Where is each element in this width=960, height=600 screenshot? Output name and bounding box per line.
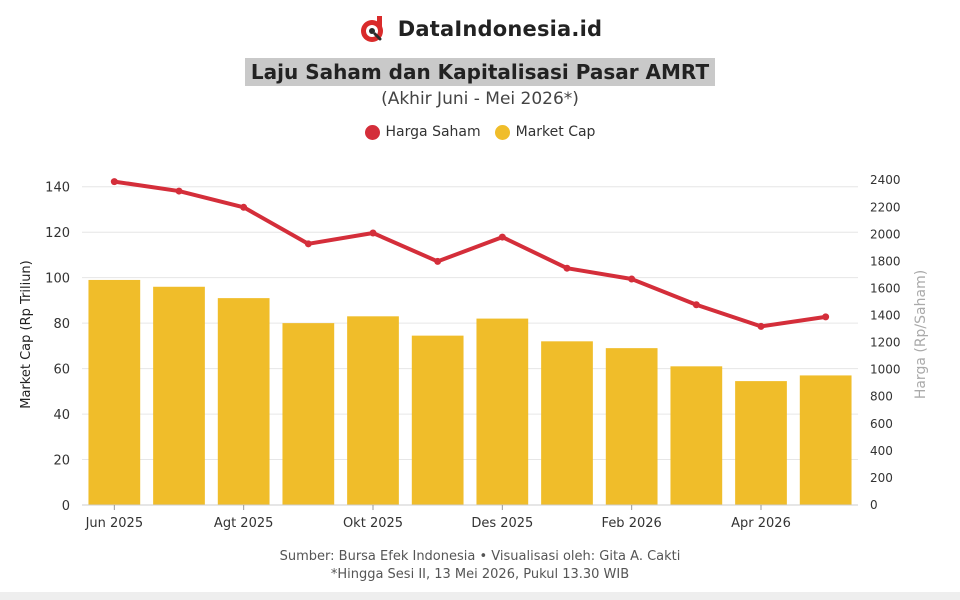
bar <box>541 341 593 505</box>
y-tick-label-left: 20 <box>53 454 70 469</box>
y-tick-label-right: 2000 <box>870 227 901 241</box>
x-tick-label: Agt 2025 <box>214 516 273 531</box>
y-tick-label-right: 0 <box>870 498 878 512</box>
line-point <box>692 301 700 309</box>
y-tick-label-right: 1800 <box>870 254 901 268</box>
chart-subtitle: (Akhir Juni - Mei 2026*) <box>381 89 579 109</box>
line-point <box>369 229 377 237</box>
bar <box>799 375 852 505</box>
bar <box>282 323 335 505</box>
y-tick-label-left: 140 <box>45 181 70 196</box>
bar <box>88 279 141 505</box>
footer-note: *Hingga Sesi II, 13 Mei 2026, Pukul 13.3… <box>330 567 630 582</box>
bar <box>153 286 205 505</box>
legend-item-harga[interactable]: Harga Saham <box>364 124 481 140</box>
x-tick-label: Jun 2025 <box>85 516 144 531</box>
y-tick-label-left: 100 <box>45 272 70 287</box>
y-axis-title-left: Market Cap (Rp Triliun) <box>19 260 34 409</box>
line-point <box>175 187 183 195</box>
line-point <box>628 275 636 283</box>
title-wrap: Laju Saham dan Kapitalisasi Pasar AMRT <box>0 58 960 86</box>
legend-label-market-cap: Market Cap <box>515 124 596 140</box>
line-point <box>110 178 118 186</box>
legend-swatch-market-cap <box>494 124 510 140</box>
bar <box>605 348 658 505</box>
x-tick-label: Feb 2026 <box>602 516 662 531</box>
y-tick-label-right: 400 <box>870 444 893 458</box>
y-tick-label-right: 1000 <box>870 363 901 377</box>
line-point <box>434 257 442 265</box>
y-tick-label-left: 80 <box>53 317 70 332</box>
y-tick-label-right: 200 <box>870 471 893 485</box>
legend-item-market-cap[interactable]: Market Cap <box>494 124 596 140</box>
y-tick-label-left: 120 <box>45 226 70 241</box>
legend-label-harga: Harga Saham <box>385 124 481 140</box>
footer-source: Sumber: Bursa Efek Indonesia • Visualisa… <box>279 549 681 564</box>
chart-title: Laju Saham dan Kapitalisasi Pasar AMRT <box>244 58 716 86</box>
x-tick-label: Des 2025 <box>471 516 533 531</box>
y-tick-label-right: 1200 <box>870 336 901 350</box>
y-tick-label-right: 1600 <box>870 281 901 295</box>
y-tick-label-right: 600 <box>870 417 893 431</box>
bottom-strip <box>0 592 960 600</box>
bar <box>476 318 529 505</box>
datainndonesia-logo-icon <box>360 16 383 42</box>
y-axis-title-right: Harga (Rp/Saham) <box>913 270 929 399</box>
x-tick-label: Apr 2026 <box>731 516 791 531</box>
y-tick-label-right: 1400 <box>870 309 901 323</box>
y-tick-label-left: 40 <box>53 408 70 423</box>
y-tick-label-right: 2200 <box>870 200 901 214</box>
bar <box>217 298 270 505</box>
line-point <box>498 233 506 241</box>
line-point <box>822 313 830 321</box>
line-point <box>240 203 248 211</box>
line-point <box>757 322 765 330</box>
y-tick-label-left: 60 <box>53 363 70 378</box>
bar <box>735 381 787 505</box>
brand-name: DataIndonesia.id <box>397 17 603 41</box>
bar <box>347 316 399 505</box>
line-harga-saham <box>112 179 828 329</box>
bar <box>670 366 723 505</box>
brand-header: DataIndonesia.id <box>0 14 960 44</box>
y-tick-label-right: 800 <box>870 390 893 404</box>
y-tick-label-left: 0 <box>62 499 70 514</box>
line-point <box>304 240 312 248</box>
legend-swatch-harga <box>364 124 380 140</box>
y-tick-label-right: 2400 <box>870 173 901 187</box>
chart-legend: Harga Saham Market Cap <box>0 124 960 140</box>
line-point <box>563 264 571 272</box>
bar <box>411 335 464 505</box>
x-tick-label: Okt 2025 <box>343 516 403 531</box>
